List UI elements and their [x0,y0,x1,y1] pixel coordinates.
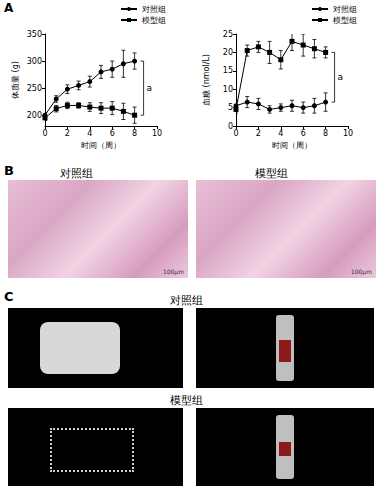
html-text:C: C [4,289,14,304]
svg-text:6: 6 [301,129,306,138]
html-text:100μm: 100μm [162,268,184,275]
svg-text:8: 8 [132,129,137,138]
svg-text:时间（周）: 时间（周） [272,141,312,150]
svg-text:2: 2 [256,129,261,138]
svg-text:350: 350 [27,30,42,39]
svg-text:10: 10 [152,129,162,138]
svg-text:模型组: 模型组 [333,16,357,25]
svg-text:2: 2 [65,129,70,138]
html-text:B: B [4,163,14,178]
svg-text:A: A [4,1,14,15]
svg-text:10: 10 [223,85,233,94]
html-text:对照组: 对照组 [60,167,93,180]
svg-text:体质量 (g): 体质量 (g) [11,61,20,99]
svg-text:对照组: 对照组 [333,5,357,14]
svg-text:8: 8 [323,129,328,138]
svg-text:对照组: 对照组 [142,5,166,14]
svg-text:200: 200 [27,111,42,120]
svg-text:15: 15 [223,66,233,75]
svg-text:20: 20 [223,48,233,57]
svg-text:10: 10 [343,129,353,138]
svg-text:25: 25 [223,30,233,39]
svg-text:4: 4 [278,129,283,138]
svg-text:300: 300 [27,57,42,66]
svg-text:a: a [147,83,153,93]
html-text:对照组: 对照组 [170,294,203,307]
svg-text:0: 0 [228,122,233,131]
svg-text:0: 0 [233,129,238,138]
svg-text:血糖 (nmol/L): 血糖 (nmol/L) [202,54,211,106]
svg-text:4: 4 [87,129,92,138]
svg-text:时间（周）: 时间（周） [81,141,121,150]
svg-text:250: 250 [27,84,42,93]
html-text:模型组: 模型组 [170,394,203,407]
svg-text:6: 6 [110,129,115,138]
svg-text:0: 0 [42,129,47,138]
svg-text:5: 5 [228,103,233,112]
html-text:模型组: 模型组 [255,167,288,180]
html-text:100μm: 100μm [350,268,372,275]
svg-text:a: a [338,72,344,82]
svg-text:模型组: 模型组 [142,16,166,25]
